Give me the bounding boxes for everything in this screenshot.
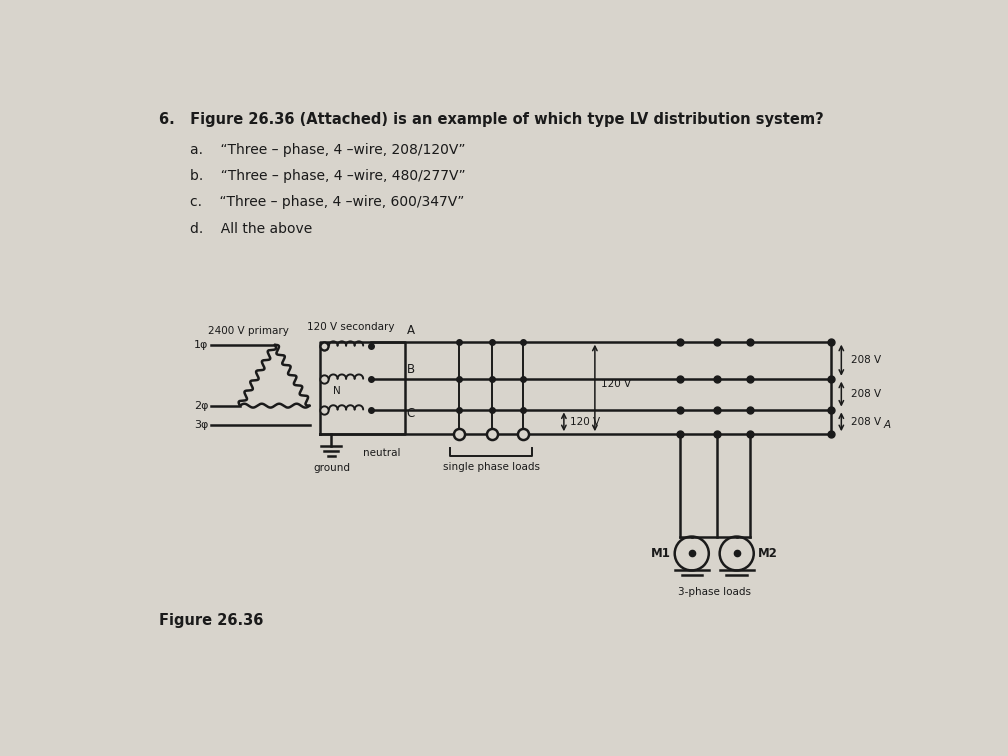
Text: a.    “Three – phase, 4 –wire, 208/120V”: a. “Three – phase, 4 –wire, 208/120V” xyxy=(190,143,465,157)
Text: 208 V: 208 V xyxy=(851,389,881,399)
Text: 120 V secondary: 120 V secondary xyxy=(307,323,394,333)
Text: 3φ: 3φ xyxy=(194,420,208,430)
Text: 2400 V primary: 2400 V primary xyxy=(208,326,289,336)
Text: neutral: neutral xyxy=(363,448,400,458)
Text: B: B xyxy=(406,363,414,376)
Text: C: C xyxy=(406,407,415,420)
Text: b.    “Three – phase, 4 –wire, 480/277V”: b. “Three – phase, 4 –wire, 480/277V” xyxy=(190,169,465,183)
Text: A: A xyxy=(884,420,891,430)
Text: 2φ: 2φ xyxy=(194,401,208,411)
Text: c.    “Three – phase, 4 –wire, 600/347V”: c. “Three – phase, 4 –wire, 600/347V” xyxy=(190,196,464,209)
Text: 6.   Figure 26.36 (Attached) is an example of which type LV distribution system?: 6. Figure 26.36 (Attached) is an example… xyxy=(158,113,824,127)
Text: 120 V: 120 V xyxy=(571,417,600,427)
Text: A: A xyxy=(406,324,414,337)
Text: 208 V: 208 V xyxy=(851,417,881,427)
Text: 3-phase loads: 3-phase loads xyxy=(677,587,751,597)
Text: ground: ground xyxy=(312,463,350,473)
Text: M2: M2 xyxy=(758,547,777,560)
Text: Figure 26.36: Figure 26.36 xyxy=(158,613,263,628)
Text: 1φ: 1φ xyxy=(194,339,208,350)
Text: 120 V: 120 V xyxy=(601,379,631,389)
Text: single phase loads: single phase loads xyxy=(443,462,539,472)
Text: N: N xyxy=(333,386,341,396)
Text: M1: M1 xyxy=(651,547,671,560)
Text: 208 V: 208 V xyxy=(851,355,881,365)
Text: d.    All the above: d. All the above xyxy=(190,222,311,236)
